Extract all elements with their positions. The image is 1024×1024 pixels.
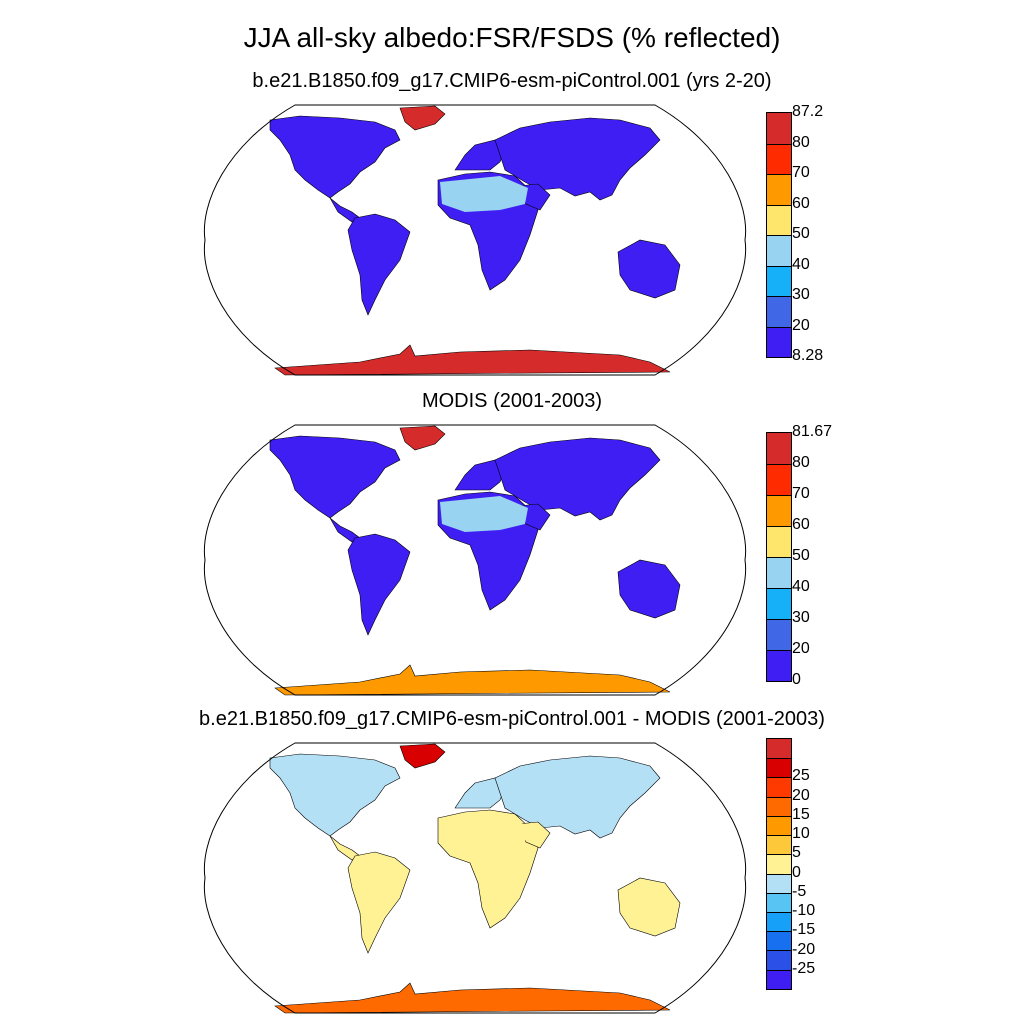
land-sa [347,533,411,636]
land-an [274,982,671,1014]
colorbar-segment [767,204,791,235]
colorbar-segment [767,758,791,778]
map-panel-difference [203,742,747,1014]
colorbar-label: 50 [792,547,810,564]
colorbar-segment [767,854,791,874]
land-gl [399,425,446,451]
colorbar-segment [767,588,791,619]
colorbar-label: -10 [792,902,816,920]
land-sa [347,851,411,954]
land-sa [347,213,411,316]
colorbar-difference [766,738,792,990]
colorbar-label: 70 [792,485,810,502]
land-na [269,115,401,199]
colorbar-label: 20 [792,786,810,804]
colorbar-segment [767,950,791,970]
map-panel-model [203,104,747,376]
land-gl [399,743,446,769]
land-desert [440,176,528,212]
colorbar-label: 10 [792,825,810,843]
land-an [274,344,671,376]
colorbar-label: 0 [792,671,801,688]
colorbar-label: 20 [792,316,810,334]
land-as [494,755,661,839]
colorbar-model [766,112,792,358]
colorbar-segment [767,526,791,557]
colorbar-segment [767,235,791,266]
colorbar-label: 25 [792,767,810,785]
panel-2-title: MODIS (2001-2003) [421,390,603,412]
colorbar-label: 20 [792,640,810,657]
colorbar-segment [767,174,791,205]
colorbar-segment [767,265,791,296]
colorbar-segment [767,969,791,989]
map-panel-modis [203,424,747,696]
land-au [617,239,681,299]
colorbar-label: 81.67 [792,423,833,440]
colorbar-segment [767,873,791,893]
colorbar-label: 5 [792,844,801,862]
colorbar-label: -20 [792,940,816,958]
colorbar-segment [767,113,791,144]
colorbar-segment [767,815,791,836]
colorbar-segment [767,433,791,464]
colorbar-segment [767,650,791,681]
colorbar-label: 15 [792,805,810,823]
colorbar-segment [767,495,791,526]
land-an [274,664,671,696]
colorbar-segment [767,464,791,495]
land-au [617,877,681,937]
colorbar-label: 30 [792,286,810,303]
figure-title: JJA all-sky albedo:FSR/FSDS (% reflected… [243,22,781,53]
colorbar-segment [767,931,791,951]
colorbar-label: -15 [792,921,816,939]
colorbar-label: 40 [792,578,810,595]
land-gl [399,105,446,131]
land-au [617,559,681,619]
land-as [494,117,661,201]
land-na [269,753,401,837]
colorbar-segment [767,296,791,327]
colorbar-segment [767,777,791,797]
panel-1-title: b.e21.B1850.f09_g17.CMIP6-esm-piControl.… [252,70,772,92]
map-outline [203,104,747,376]
colorbar-segment [767,911,791,932]
colorbar-label: 70 [792,164,810,181]
colorbar-segment [767,835,791,855]
colorbar-label: 8.28 [792,347,824,364]
colorbar-label: 30 [792,609,810,626]
colorbar-modis [766,432,792,682]
land-as [494,437,661,521]
colorbar-segment [767,892,791,912]
colorbar-label: 0 [792,863,801,881]
colorbar-segment [767,739,791,759]
colorbar-label: 50 [792,225,810,242]
colorbar-label: 60 [792,516,810,533]
colorbar-segment [767,796,791,816]
colorbar-segment [767,557,791,588]
map-outline [203,424,747,696]
colorbar-segment [767,619,791,650]
colorbar-segment [767,326,791,357]
land-desert [440,814,528,850]
colorbar-label: 87.2 [792,103,824,120]
colorbar-label: 80 [792,454,810,471]
colorbar-label: -5 [792,882,807,900]
colorbar-label: -25 [792,959,816,977]
colorbar-segment [767,143,791,174]
panel-3-title: b.e21.B1850.f09_g17.CMIP6-esm-piControl.… [199,708,825,730]
colorbar-label: 60 [792,194,810,212]
land-na [269,435,401,519]
colorbar-label: 40 [792,255,810,273]
land-desert [440,496,528,532]
map-outline [203,742,747,1014]
colorbar-label: 80 [792,133,810,151]
